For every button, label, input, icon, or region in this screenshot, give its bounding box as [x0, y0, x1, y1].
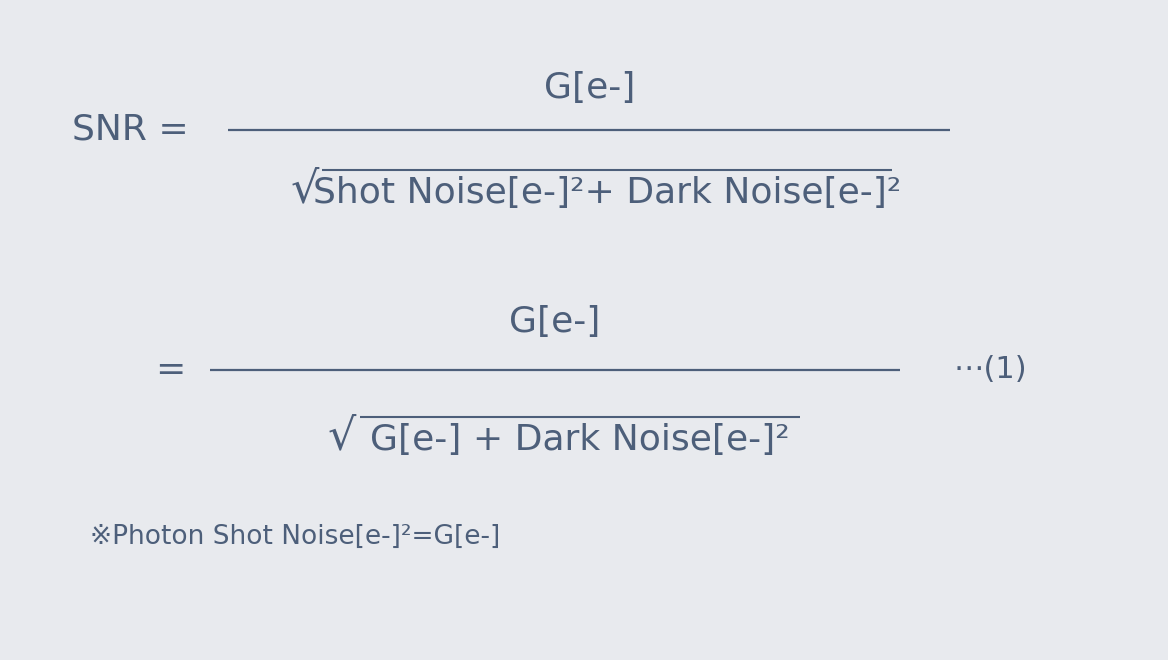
Text: √: √ [328, 416, 356, 459]
Text: Shot Noise[e-]²+ Dark Noise[e-]²: Shot Noise[e-]²+ Dark Noise[e-]² [313, 176, 902, 210]
Text: =: = [155, 353, 186, 387]
Text: G[e-]: G[e-] [509, 305, 600, 339]
Text: G[e-]: G[e-] [544, 71, 635, 105]
Text: G[e-] + Dark Noise[e-]²: G[e-] + Dark Noise[e-]² [370, 423, 790, 457]
Text: √: √ [291, 168, 319, 211]
Text: ⋯(1): ⋯(1) [953, 356, 1027, 385]
Text: SNR =: SNR = [71, 113, 188, 147]
Text: ※Photon Shot Noise[e-]²=G[e-]: ※Photon Shot Noise[e-]²=G[e-] [90, 524, 500, 550]
